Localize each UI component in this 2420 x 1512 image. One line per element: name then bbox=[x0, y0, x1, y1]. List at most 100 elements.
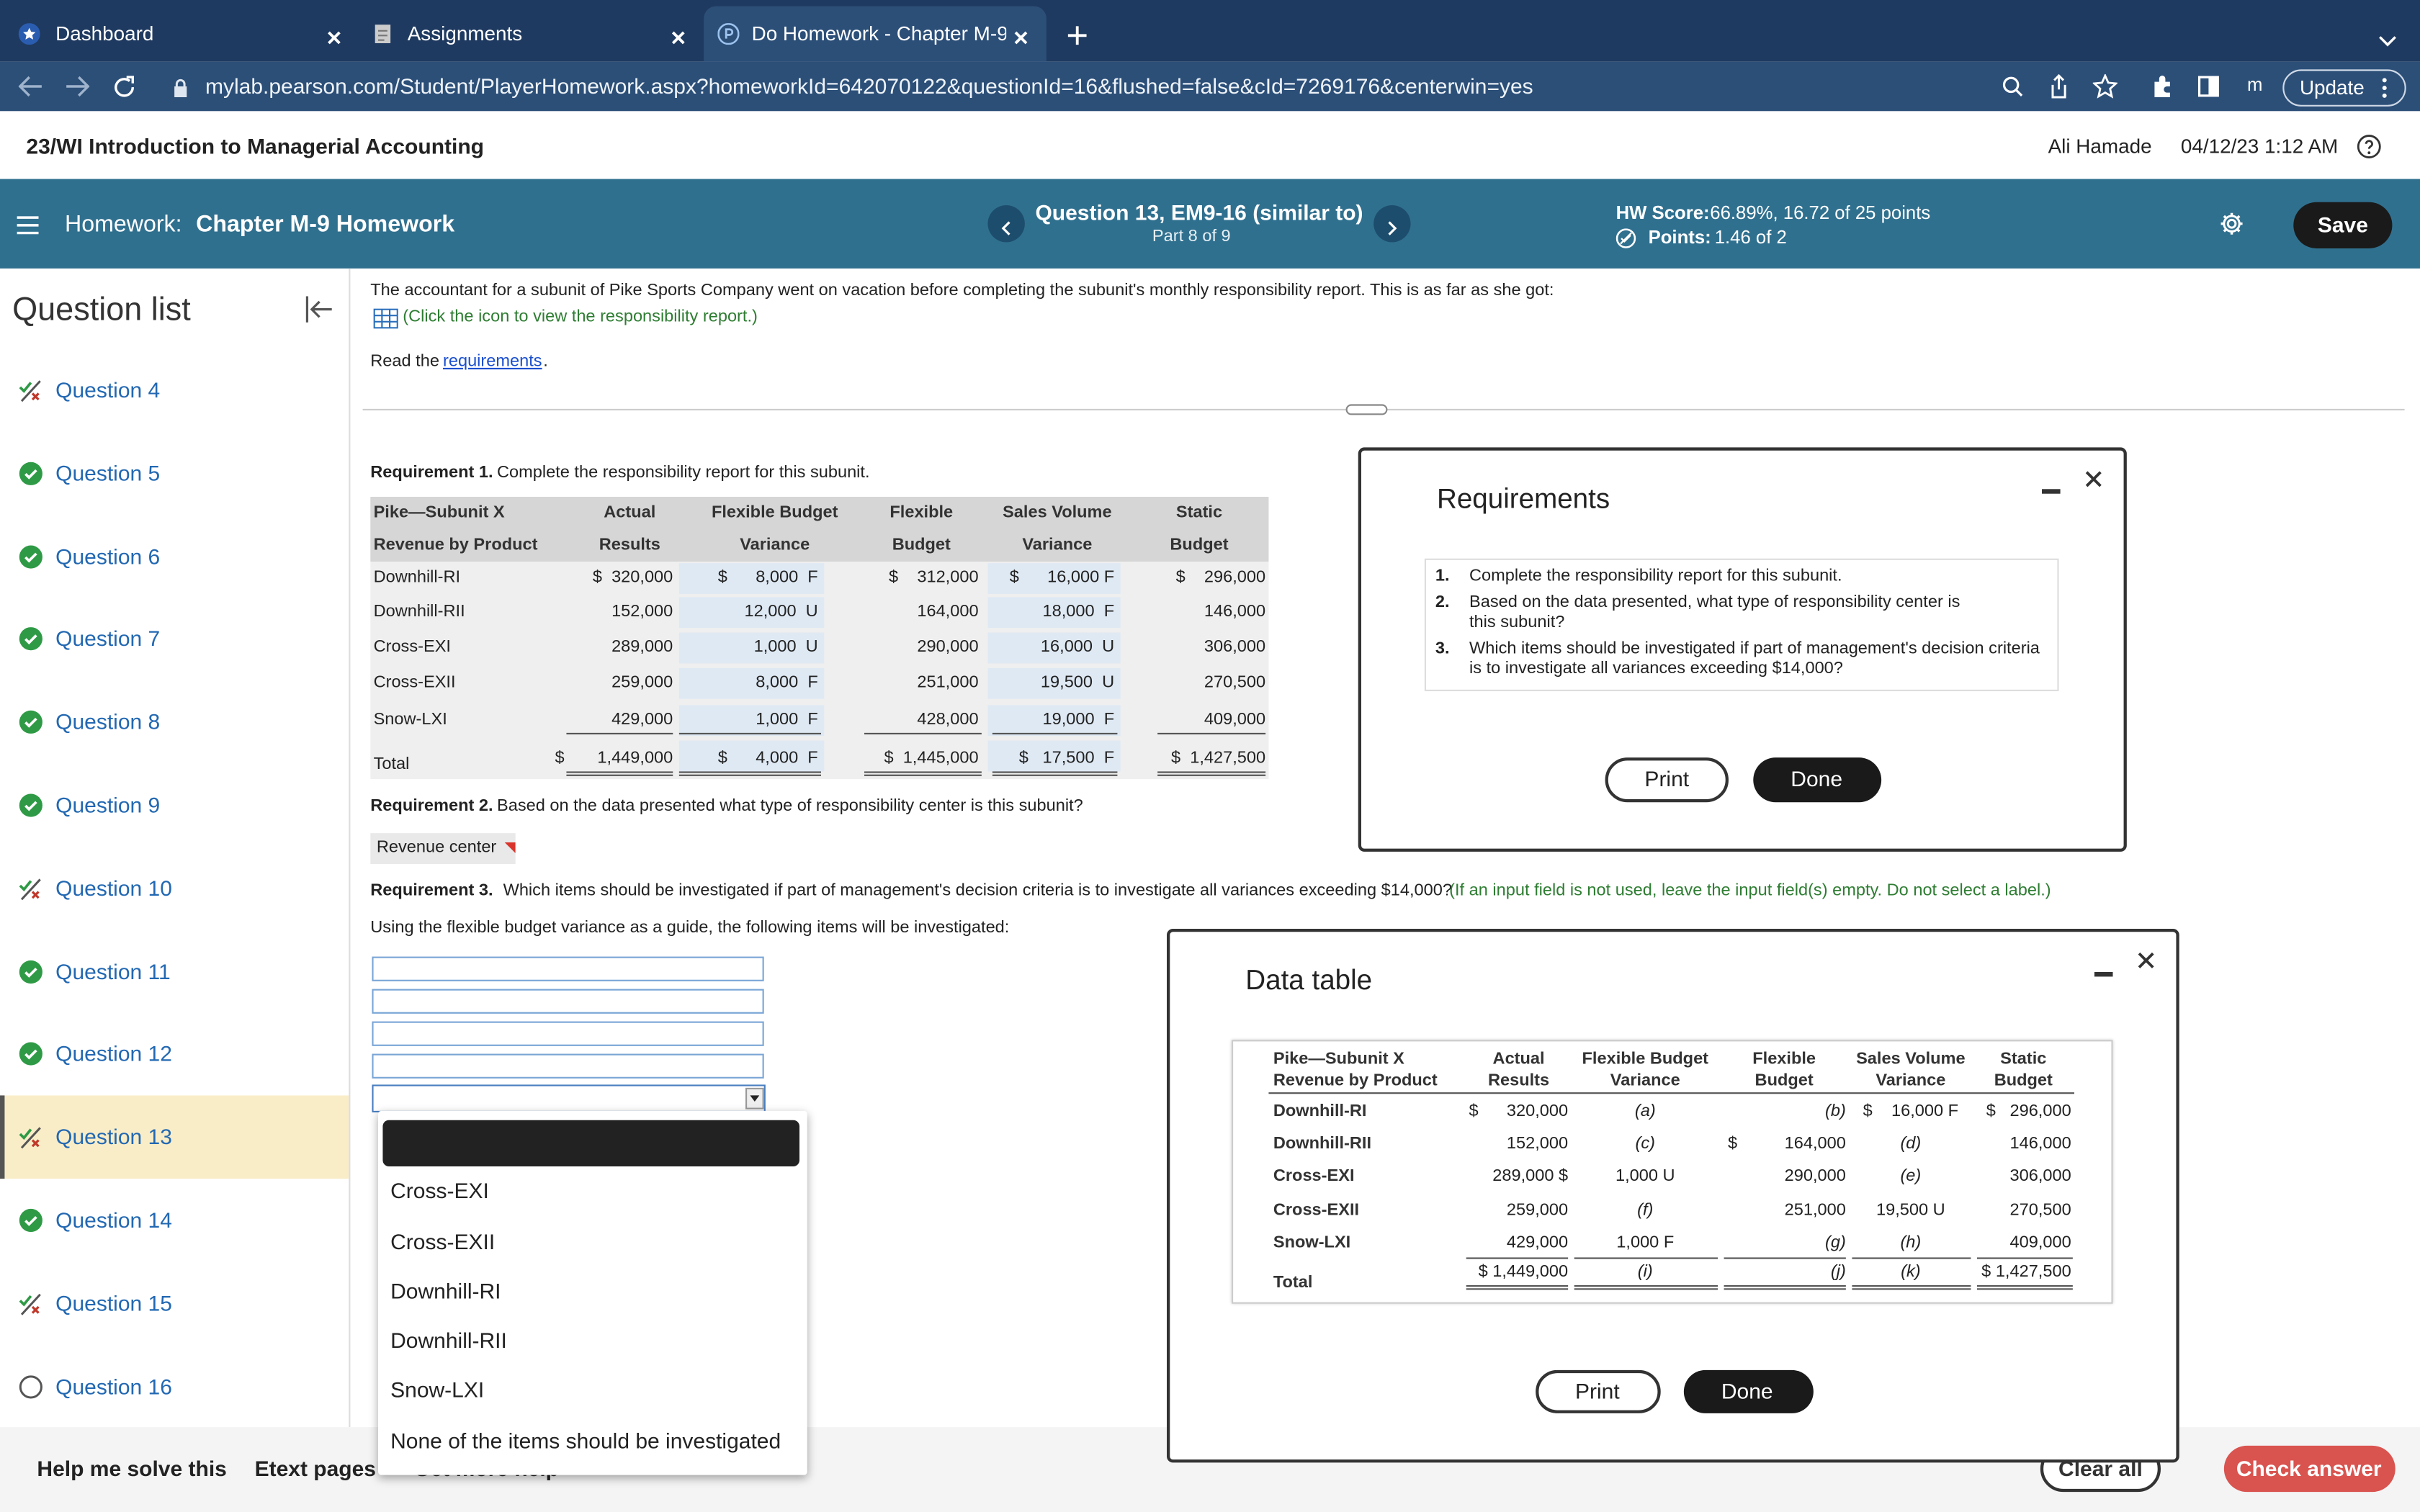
requirements-link[interactable]: requirements bbox=[443, 352, 542, 372]
answer-input[interactable] bbox=[372, 1053, 764, 1079]
tab-title[interactable]: Assignments bbox=[407, 22, 523, 45]
print-button[interactable] bbox=[1605, 757, 1729, 803]
tab-close-shape bbox=[1014, 31, 1028, 45]
tab-menu[interactable] bbox=[2378, 28, 2397, 47]
url[interactable]: mylab.pearson.com/Student/PlayerHomework… bbox=[205, 73, 1533, 99]
dropdown-option[interactable]: Snow-LXI bbox=[390, 1377, 485, 1403]
dropdown-option[interactable]: None of the items should be investigated bbox=[390, 1428, 781, 1453]
report-icon[interactable] bbox=[373, 308, 398, 329]
tab-close-shape bbox=[671, 31, 685, 45]
modal-minimize[interactable] bbox=[2042, 477, 2061, 494]
tab-title[interactable]: Do Homework - Chapter M-9 H bbox=[751, 22, 1007, 45]
question-link[interactable]: Question 12 bbox=[55, 1041, 172, 1066]
tab-close-shape bbox=[1014, 31, 1028, 45]
check-button[interactable] bbox=[2223, 1445, 2396, 1493]
report-cell: $ 312,000 bbox=[889, 568, 979, 588]
extensions[interactable] bbox=[2150, 74, 2174, 99]
done-button[interactable] bbox=[1683, 1369, 1814, 1413]
menu[interactable] bbox=[17, 215, 39, 235]
req3-note: (If an input field is not used, leave th… bbox=[1449, 881, 2051, 901]
divider-handle[interactable] bbox=[1345, 404, 1388, 415]
status-open bbox=[19, 1374, 43, 1398]
dropdown-option[interactable]: Downhill-RII bbox=[390, 1328, 507, 1353]
status-partial-shape bbox=[31, 392, 40, 401]
zoom[interactable] bbox=[2002, 76, 2023, 97]
question-link[interactable]: Question 9 bbox=[55, 792, 161, 817]
done-button[interactable] bbox=[1753, 757, 1882, 803]
save-button[interactable] bbox=[2293, 202, 2393, 248]
help-icon[interactable] bbox=[2357, 134, 2381, 158]
done-label[interactable]: Done bbox=[1721, 1378, 1773, 1404]
question-link[interactable]: Question 7 bbox=[55, 626, 161, 652]
tab-close[interactable] bbox=[326, 26, 343, 45]
question-link[interactable]: Question 4 bbox=[55, 377, 161, 402]
question-link[interactable]: Question 10 bbox=[55, 875, 172, 901]
zoom-shape bbox=[2002, 76, 2023, 96]
item-number: 3. bbox=[1435, 639, 1450, 658]
modal-close[interactable] bbox=[2136, 950, 2156, 971]
question-link[interactable]: Question 14 bbox=[55, 1207, 172, 1233]
help-link[interactable]: Help me solve this bbox=[37, 1456, 227, 1481]
dropdown-option[interactable]: Downhill-RI bbox=[390, 1278, 501, 1303]
tab-title[interactable]: Dashboard bbox=[55, 22, 154, 45]
modal-minimize[interactable] bbox=[2094, 960, 2113, 977]
tab-close[interactable] bbox=[1013, 26, 1030, 45]
settings[interactable] bbox=[2219, 212, 2244, 236]
update-menu-shape bbox=[2382, 78, 2387, 98]
done-label[interactable]: Done bbox=[1791, 766, 1843, 791]
question-link[interactable]: Question 13 bbox=[55, 1124, 172, 1149]
read-text: Read the bbox=[370, 352, 439, 372]
new-tab[interactable] bbox=[1067, 24, 1088, 46]
check-label[interactable]: Check answer bbox=[2236, 1456, 2382, 1481]
sidepanel[interactable] bbox=[2197, 76, 2219, 97]
question-link[interactable]: Question 5 bbox=[55, 460, 161, 485]
answer-input[interactable] bbox=[372, 1021, 764, 1046]
subtotal-rule bbox=[1852, 1257, 1971, 1259]
status-partial-shape bbox=[20, 1293, 41, 1315]
reload[interactable] bbox=[112, 76, 135, 99]
status-correct-shape bbox=[19, 711, 42, 734]
bookmark[interactable] bbox=[2092, 73, 2119, 99]
report-link[interactable]: (Click the icon to view the responsibili… bbox=[403, 307, 758, 327]
answer-select[interactable] bbox=[372, 1084, 766, 1112]
dropdown-option[interactable]: Cross-EXII bbox=[390, 1229, 496, 1254]
status-partial bbox=[19, 378, 43, 402]
req2-label: Requirement 2. bbox=[370, 796, 493, 816]
tab-close[interactable] bbox=[670, 26, 687, 45]
dropdown-option[interactable]: Cross-EXI bbox=[390, 1178, 489, 1203]
update-button[interactable] bbox=[2282, 69, 2406, 107]
modal-close[interactable] bbox=[2084, 469, 2104, 489]
print-label[interactable]: Print bbox=[1644, 766, 1690, 791]
question-link[interactable]: Question 15 bbox=[55, 1290, 172, 1315]
answer-input[interactable] bbox=[372, 956, 764, 981]
req2-answer-box[interactable] bbox=[370, 833, 516, 864]
question-link[interactable]: Question 6 bbox=[55, 543, 161, 568]
report-row-label: Total bbox=[373, 755, 410, 774]
subtotal-rule bbox=[1466, 1257, 1569, 1259]
tab-bar bbox=[0, 0, 2420, 62]
report-header: Variance bbox=[740, 536, 810, 555]
question-link[interactable]: Question 11 bbox=[55, 958, 171, 984]
collapse-sidebar[interactable] bbox=[305, 296, 333, 323]
forward[interactable] bbox=[65, 76, 90, 97]
new-tab-shape bbox=[1067, 26, 1087, 45]
req3-guide: Using the flexible budget variance as a … bbox=[370, 918, 1010, 937]
answer-input[interactable] bbox=[372, 989, 764, 1014]
back-shape bbox=[18, 76, 42, 97]
extensions-shape bbox=[2154, 76, 2170, 97]
save-label[interactable]: Save bbox=[2317, 212, 2368, 238]
dropdown-blank-option[interactable] bbox=[382, 1120, 799, 1166]
etext-link[interactable]: Etext pages bbox=[254, 1456, 376, 1481]
status-partial bbox=[19, 1291, 43, 1315]
profile[interactable]: m bbox=[2247, 73, 2263, 96]
question-link[interactable]: Question 16 bbox=[55, 1373, 172, 1398]
question-link[interactable]: Question 8 bbox=[55, 709, 161, 734]
req1-label: Requirement 1. bbox=[370, 463, 493, 482]
back[interactable] bbox=[18, 76, 43, 97]
update-label[interactable]: Update bbox=[2299, 76, 2365, 99]
share[interactable] bbox=[2048, 73, 2070, 99]
print-button[interactable] bbox=[1536, 1369, 1661, 1413]
print-label[interactable]: Print bbox=[1575, 1378, 1620, 1404]
data-cell: (i) bbox=[1637, 1262, 1653, 1282]
data-header: Static bbox=[2000, 1050, 2047, 1068]
